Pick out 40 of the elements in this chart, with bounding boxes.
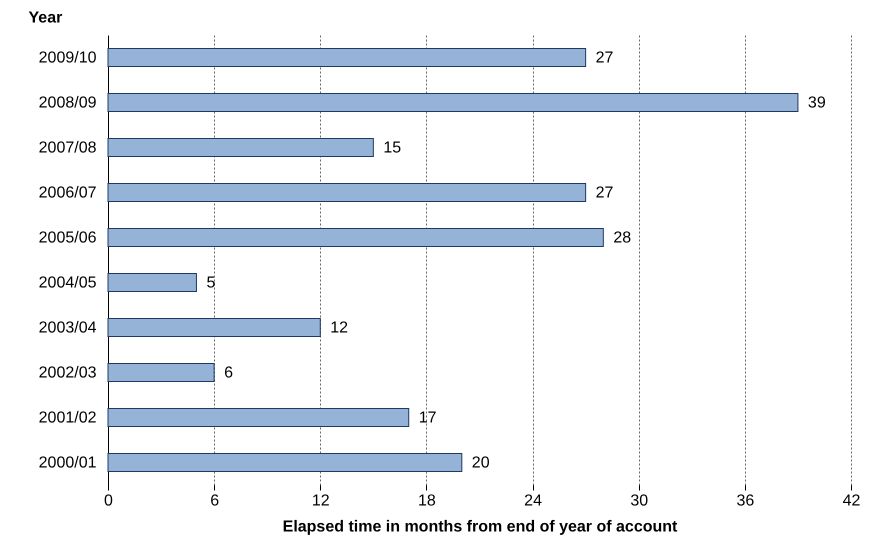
x-tick-label: 0 bbox=[104, 492, 114, 510]
x-axis-title: Elapsed time in months from end of year of account bbox=[282, 518, 678, 536]
y-tick-label: 2007/08 bbox=[38, 140, 97, 156]
y-tick-label: 2008/09 bbox=[38, 94, 97, 112]
y-tick-label: 2002/03 bbox=[38, 364, 97, 382]
data-label: 17 bbox=[418, 410, 437, 426]
data-label: 6 bbox=[224, 364, 234, 382]
y-tick-label: 2009/10 bbox=[38, 50, 97, 66]
y-axis-title: Year bbox=[28, 10, 62, 26]
x-tick-label: 18 bbox=[418, 492, 436, 510]
data-label: 15 bbox=[383, 140, 402, 156]
x-tick-label: 30 bbox=[630, 492, 648, 510]
data-label: 12 bbox=[330, 320, 348, 336]
data-label: 27 bbox=[596, 50, 614, 66]
bar bbox=[108, 408, 410, 427]
bar bbox=[108, 93, 798, 112]
x-tick-label: 42 bbox=[842, 492, 860, 510]
data-label: 27 bbox=[596, 184, 614, 202]
x-tick-label: 12 bbox=[312, 492, 330, 510]
data-label: 28 bbox=[613, 230, 632, 246]
y-tick-label: 2004/05 bbox=[38, 274, 97, 292]
bar bbox=[108, 138, 374, 157]
x-tick-label: 24 bbox=[524, 492, 542, 510]
x-tick-label: 36 bbox=[736, 492, 754, 510]
y-tick-label: 2003/04 bbox=[38, 320, 97, 336]
y-tick-label: 2005/06 bbox=[38, 230, 97, 246]
data-label: 39 bbox=[808, 94, 826, 112]
bar bbox=[108, 48, 586, 67]
data-label: 20 bbox=[472, 454, 490, 472]
x-tick-label: 6 bbox=[210, 492, 220, 510]
bar bbox=[108, 318, 321, 337]
bar bbox=[108, 453, 462, 472]
y-tick-label: 2006/07 bbox=[38, 184, 97, 202]
data-label: 5 bbox=[206, 274, 216, 292]
bar bbox=[108, 363, 215, 382]
y-tick-label: 2001/02 bbox=[38, 410, 97, 426]
y-tick-label: 2000/01 bbox=[38, 454, 97, 472]
bar bbox=[108, 228, 604, 247]
bar bbox=[108, 273, 197, 292]
bar bbox=[108, 183, 586, 202]
